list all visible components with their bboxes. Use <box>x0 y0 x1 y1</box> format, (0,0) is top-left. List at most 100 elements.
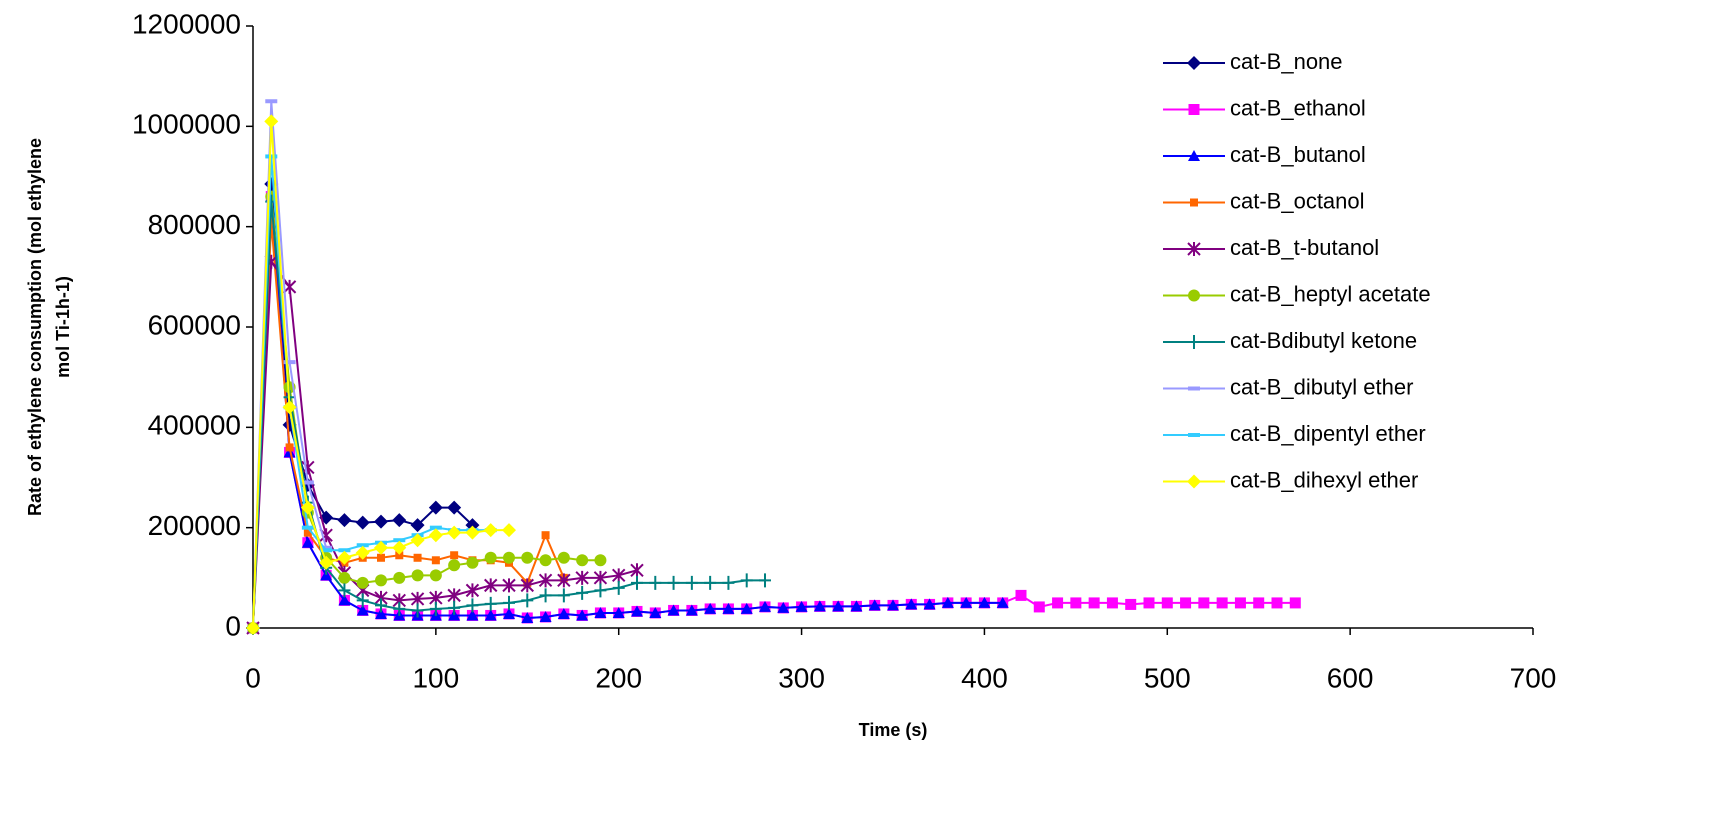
marker <box>594 583 607 598</box>
marker <box>375 598 387 613</box>
marker <box>1271 597 1283 609</box>
marker <box>301 460 315 475</box>
y-tick-label: 600000 <box>148 309 241 340</box>
marker <box>246 621 260 635</box>
marker <box>411 569 424 582</box>
marker <box>447 525 462 540</box>
marker <box>520 578 534 593</box>
marker <box>1188 335 1200 349</box>
marker <box>1187 242 1201 256</box>
marker <box>356 543 369 548</box>
marker <box>1253 597 1265 609</box>
marker <box>503 551 515 564</box>
marker <box>320 548 333 553</box>
marker <box>300 500 315 515</box>
marker <box>704 602 717 614</box>
marker <box>612 580 625 595</box>
marker <box>503 595 515 610</box>
series-line <box>252 196 1003 629</box>
marker <box>557 588 570 603</box>
marker <box>411 603 424 618</box>
marker <box>356 576 369 589</box>
series <box>246 114 516 635</box>
marker <box>941 596 954 608</box>
legend-label: cat-B_butanol <box>1230 142 1366 167</box>
marker <box>868 599 881 611</box>
legend-label: cat-B_dipentyl ether <box>1230 421 1426 446</box>
marker <box>1143 597 1155 609</box>
marker <box>448 609 461 621</box>
marker <box>740 573 753 588</box>
marker <box>722 575 735 590</box>
marker <box>393 571 406 584</box>
marker <box>1188 289 1200 302</box>
marker <box>338 571 351 584</box>
marker <box>337 513 352 528</box>
marker <box>320 569 333 581</box>
marker <box>447 500 462 515</box>
marker <box>1187 56 1201 70</box>
series <box>249 217 568 632</box>
marker <box>448 600 461 615</box>
marker <box>612 606 625 618</box>
marker <box>466 609 479 621</box>
y-tick-label: 400000 <box>148 410 241 441</box>
marker <box>303 528 312 537</box>
legend-label: cat-B_dibutyl ether <box>1230 374 1413 399</box>
marker <box>413 553 422 562</box>
marker <box>557 607 570 619</box>
marker <box>722 602 735 614</box>
marker <box>502 523 516 538</box>
marker <box>265 154 278 159</box>
legend-label: cat-B_dihexyl ether <box>1230 467 1418 492</box>
marker <box>429 525 442 530</box>
marker <box>905 598 918 610</box>
marker <box>667 575 680 590</box>
marker <box>594 606 607 618</box>
marker <box>355 545 370 560</box>
marker <box>1106 597 1118 609</box>
marker <box>667 604 680 616</box>
marker <box>338 594 351 606</box>
marker <box>740 602 753 614</box>
y-tick-label: 800000 <box>148 209 241 240</box>
marker <box>393 538 406 543</box>
marker <box>996 596 1009 608</box>
marker <box>541 531 550 540</box>
marker <box>521 593 534 608</box>
marker <box>429 569 442 582</box>
marker <box>356 604 369 616</box>
marker <box>576 585 589 600</box>
marker <box>832 600 845 612</box>
marker <box>484 551 497 564</box>
marker <box>1033 601 1045 613</box>
series-line <box>252 196 1296 629</box>
marker <box>264 114 279 129</box>
marker <box>1088 597 1100 609</box>
legend-label: cat-B_ethanol <box>1230 95 1366 120</box>
marker <box>1188 150 1200 161</box>
marker <box>428 500 443 515</box>
marker <box>503 607 515 619</box>
series <box>247 191 1301 634</box>
marker <box>1052 597 1064 609</box>
marker <box>557 573 571 588</box>
marker <box>777 601 790 613</box>
marker <box>685 604 698 616</box>
y-axis-title: Rate of ethylene consumption (mol ethyle… <box>25 138 45 516</box>
marker <box>301 480 314 485</box>
x-tick-label: 0 <box>245 662 261 693</box>
marker <box>319 555 334 570</box>
marker <box>320 545 333 550</box>
marker <box>887 599 899 611</box>
x-tick-label: 700 <box>1510 662 1557 693</box>
marker <box>575 570 589 585</box>
marker <box>377 553 385 562</box>
marker <box>285 443 294 452</box>
marker <box>704 575 717 590</box>
legend-label: cat-Bdibutyl ketone <box>1230 328 1417 353</box>
marker <box>338 583 351 598</box>
marker <box>649 606 662 618</box>
marker <box>1234 597 1246 609</box>
marker <box>355 515 370 530</box>
